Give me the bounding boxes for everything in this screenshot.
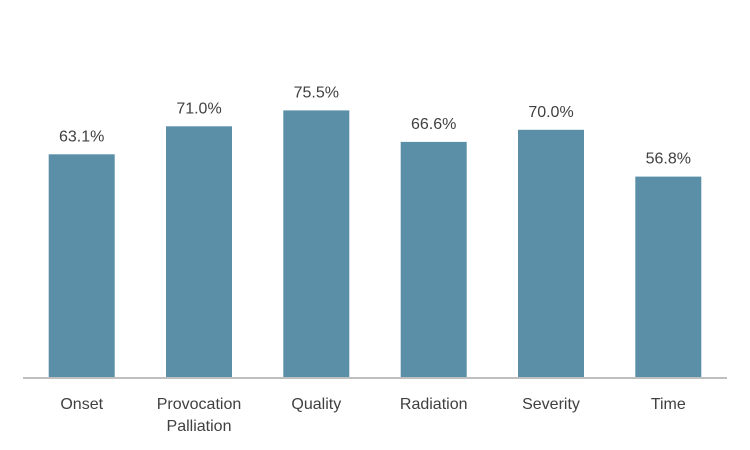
x-tick-labels-group: Onset Provocation Palliation Quality Radiati… [60,396,686,435]
bars-group [48,110,702,379]
data-label-3: 66.6% [411,116,456,133]
x-tick-label-5: Time [651,396,686,413]
data-label-1: 71.0% [176,100,221,117]
x-tick-label-0: Onset [60,396,103,413]
x-tick-label-4: Severity [522,396,580,413]
data-label-2: 75.5% [294,84,339,101]
bar-2 [283,110,350,379]
data-label-5: 56.8% [646,151,691,168]
x-tick-label-1-line-0: Provocation [157,396,242,413]
data-labels-group: 63.1% 71.0% 75.5% 66.6% 70.0% 56.8% [59,84,691,167]
bar-4 [518,129,584,378]
data-label-4: 70.0% [528,104,573,121]
bar-1 [166,126,232,378]
data-label-0: 63.1% [59,128,104,145]
x-tick-label-2: Quality [291,396,341,413]
x-tick-label-1-line-1: Palliation [167,418,232,435]
bar-0 [48,154,115,378]
bar-3 [400,141,467,378]
bar-5 [635,176,702,378]
x-tick-label-3: Radiation [400,396,468,413]
